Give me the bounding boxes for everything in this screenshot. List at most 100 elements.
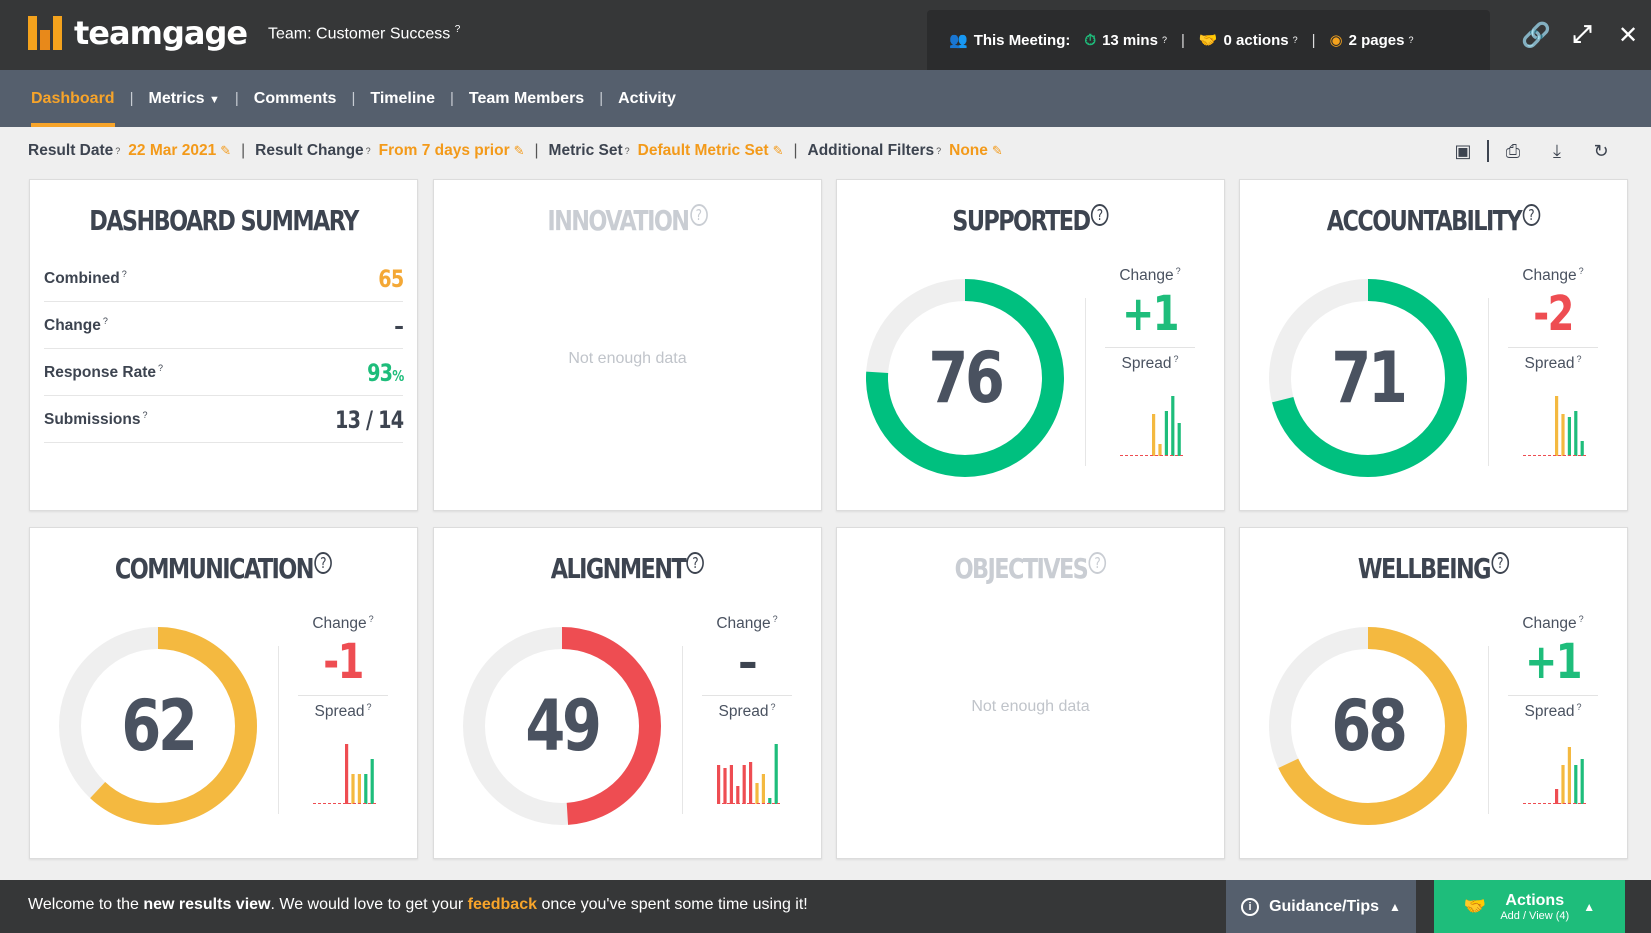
metric-card-supported[interactable]: SUPPORTED? 76 Change? +1 Spread? (836, 179, 1225, 511)
tab-activity[interactable]: Activity (618, 90, 676, 107)
help-icon[interactable]: ? (1578, 614, 1584, 624)
spread-bar (729, 765, 733, 804)
summary-value-text: – (394, 311, 404, 340)
help-icon[interactable]: ? (157, 362, 163, 373)
metric-card-alignment[interactable]: ALIGNMENT? 49 Change? – Spread? (433, 527, 822, 859)
result-change-value[interactable]: From 7 days prior (378, 142, 510, 159)
result-date-value[interactable]: 22 Mar 2021 (128, 142, 217, 159)
handshake-icon: 🤝 (1463, 896, 1487, 916)
link-icon[interactable]: 🔗 (1521, 21, 1551, 49)
card-title: ACCOUNTABILITY? (1279, 204, 1589, 237)
tab-dashboard[interactable]: Dashboard (31, 70, 115, 127)
help-icon[interactable]: ? (770, 702, 776, 713)
metric-card-objectives[interactable]: OBJECTIVES? Not enough data (836, 527, 1225, 859)
download-icon[interactable]: ⤓ (1553, 140, 1561, 161)
meeting-bar: 👥 This Meeting: ⏱ 13 mins ? | 🤝 0 action… (927, 10, 1490, 70)
help-icon[interactable]: ? (1161, 35, 1167, 45)
actions-button[interactable]: 🤝 Actions Add / View (4) ▲ (1434, 880, 1625, 933)
edit-icon[interactable]: ✎ (513, 143, 525, 158)
meeting-pages[interactable]: 2 pages (1348, 31, 1405, 49)
spread-bar (1555, 396, 1559, 456)
metric-card-innovation[interactable]: INNOVATION? Not enough data (433, 179, 822, 511)
spread-bar (1171, 396, 1175, 456)
tab-comments[interactable]: Comments (253, 90, 337, 107)
help-icon[interactable]: ? (1175, 266, 1181, 276)
edit-icon[interactable]: ✎ (220, 143, 232, 158)
team-name: Customer Success (316, 25, 451, 43)
spread-bar (1164, 411, 1168, 456)
help-icon[interactable]: ? (1576, 702, 1582, 713)
help-icon[interactable]: ? (1173, 354, 1179, 365)
metric-card-wellbeing[interactable]: WELLBEING? 68 Change? +1 Spread? (1239, 527, 1628, 859)
edit-icon[interactable]: ✎ (772, 143, 784, 158)
help-icon[interactable]: ? (142, 409, 148, 420)
refresh-icon[interactable]: ↻ (1593, 140, 1609, 161)
help-icon[interactable]: ? (314, 552, 333, 574)
spread-bar (364, 774, 368, 804)
score-donut (1269, 279, 1467, 477)
summary-row: Change? – (44, 303, 404, 349)
help-icon[interactable]: ? (102, 315, 108, 326)
expand-icon[interactable]: ⤢ (1572, 21, 1592, 48)
spread-label-text: Spread (718, 703, 769, 721)
edit-icon[interactable]: ✎ (991, 143, 1003, 158)
help-icon[interactable]: ? (1576, 354, 1582, 365)
help-icon[interactable]: ? (690, 204, 708, 226)
spread-chart (1523, 396, 1587, 456)
help-icon[interactable]: ? (121, 268, 127, 279)
teams-icon[interactable]: ▣ (1454, 140, 1472, 161)
metric-name: OBJECTIVES (954, 552, 1089, 585)
tab-metrics[interactable]: Metrics ▼ (148, 70, 219, 127)
help-icon[interactable]: ? (772, 614, 778, 624)
donut-arc (866, 279, 1064, 477)
card-title: ALIGNMENT? (473, 552, 783, 585)
window-controls: 🔗 ⤢ ✕ (1513, 0, 1651, 70)
spread-bar (774, 744, 778, 804)
tab-timeline[interactable]: Timeline (370, 90, 435, 107)
help-icon[interactable]: ? (115, 146, 121, 156)
spread-bar (1561, 765, 1565, 804)
help-icon[interactable]: ? (368, 614, 374, 624)
spread-bar (1177, 423, 1181, 456)
spread-bar (742, 765, 746, 804)
help-icon[interactable]: ? (1578, 266, 1584, 276)
help-icon[interactable]: ? (686, 552, 705, 574)
help-icon[interactable]: ? (1088, 552, 1107, 574)
card-title: INNOVATION? (473, 204, 783, 237)
feedback-link[interactable]: feedback (467, 896, 537, 913)
metric-set-value[interactable]: Default Metric Set (637, 142, 769, 159)
footer-bold-text: new results view (143, 896, 271, 913)
summary-label: Change? (44, 316, 108, 335)
app-logo[interactable]: teamgage (28, 14, 248, 52)
meeting-duration[interactable]: 13 mins (1102, 31, 1158, 49)
metric-card-accountability[interactable]: ACCOUNTABILITY? 71 Change? -2 Spread? (1239, 179, 1628, 511)
spread-label: Spread? (1105, 354, 1195, 373)
guidance-label: Guidance/Tips (1269, 897, 1380, 915)
spread-label-text: Spread (1524, 703, 1575, 721)
spread-bar (345, 744, 349, 804)
team-selector[interactable]: Team: Customer Success ? (268, 24, 460, 43)
help-icon[interactable]: ? (365, 146, 371, 156)
help-icon[interactable]: ? (1292, 35, 1298, 45)
help-icon[interactable]: ? (1408, 35, 1414, 45)
metric-score: 62 (121, 685, 198, 767)
help-icon[interactable]: ? (624, 146, 630, 156)
help-icon[interactable]: ? (936, 146, 942, 156)
change-label: Change? (702, 614, 792, 633)
print-icon[interactable]: ⎙ (1505, 140, 1521, 161)
help-icon[interactable]: ? (454, 24, 461, 35)
close-icon[interactable]: ✕ (1617, 21, 1639, 49)
help-icon[interactable]: ? (366, 702, 372, 713)
timer-icon: ⏱ (1084, 31, 1097, 49)
spread-label-text: Spread (1121, 355, 1172, 373)
help-icon[interactable]: ? (1491, 552, 1510, 574)
help-icon[interactable]: ? (1091, 204, 1109, 226)
tab-team-members[interactable]: Team Members (468, 90, 585, 107)
additional-filters-value[interactable]: None (949, 142, 988, 159)
card-title: WELLBEING? (1279, 552, 1589, 585)
meeting-actions[interactable]: 0 actions (1223, 31, 1289, 49)
metric-card-communication[interactable]: COMMUNICATION? 62 Change? -1 Spread? (29, 527, 418, 859)
guidance-tips-button[interactable]: i Guidance/Tips ▲ (1226, 880, 1416, 933)
donut-arc (1269, 279, 1467, 477)
help-icon[interactable]: ? (1522, 204, 1541, 226)
